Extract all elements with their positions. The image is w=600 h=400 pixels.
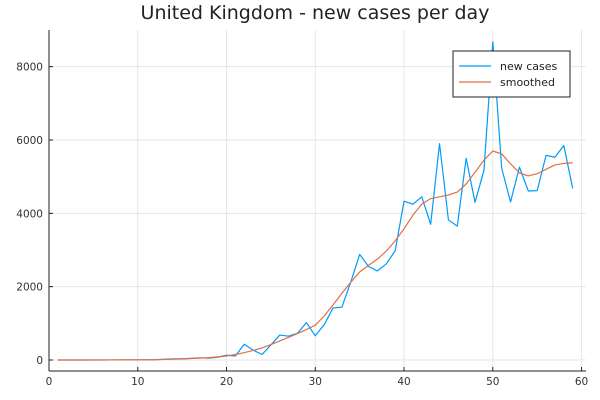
- legend-label-new-cases: new cases: [500, 60, 558, 73]
- series-line-smoothed: [57, 150, 573, 361]
- y-tick-label: 2000: [16, 282, 43, 294]
- x-tick-label: 0: [46, 376, 53, 388]
- legend-box: [452, 50, 571, 98]
- x-axis-ticks: 0 10 20 30 40 50 60: [46, 367, 588, 388]
- y-axis-ticks: 0 2000 4000 6000 8000: [16, 62, 53, 367]
- x-tick-label: 20: [220, 376, 233, 388]
- y-tick-label: 4000: [16, 208, 43, 220]
- x-tick-label: 30: [309, 376, 322, 388]
- axes: [48, 30, 586, 372]
- x-tick-label: 50: [486, 376, 499, 388]
- x-tick-label: 10: [131, 376, 144, 388]
- legend-label-smoothed: smoothed: [500, 76, 555, 89]
- y-tick-label: 6000: [16, 135, 43, 147]
- x-tick-label: 40: [397, 376, 410, 388]
- x-tick-label: 60: [575, 376, 588, 388]
- chart-title: United Kingdom - new cases per day: [141, 2, 490, 24]
- series-layer: [57, 41, 574, 361]
- legend: new cases smoothed: [452, 50, 571, 98]
- y-tick-label: 8000: [16, 62, 43, 74]
- y-tick-label: 0: [36, 355, 43, 367]
